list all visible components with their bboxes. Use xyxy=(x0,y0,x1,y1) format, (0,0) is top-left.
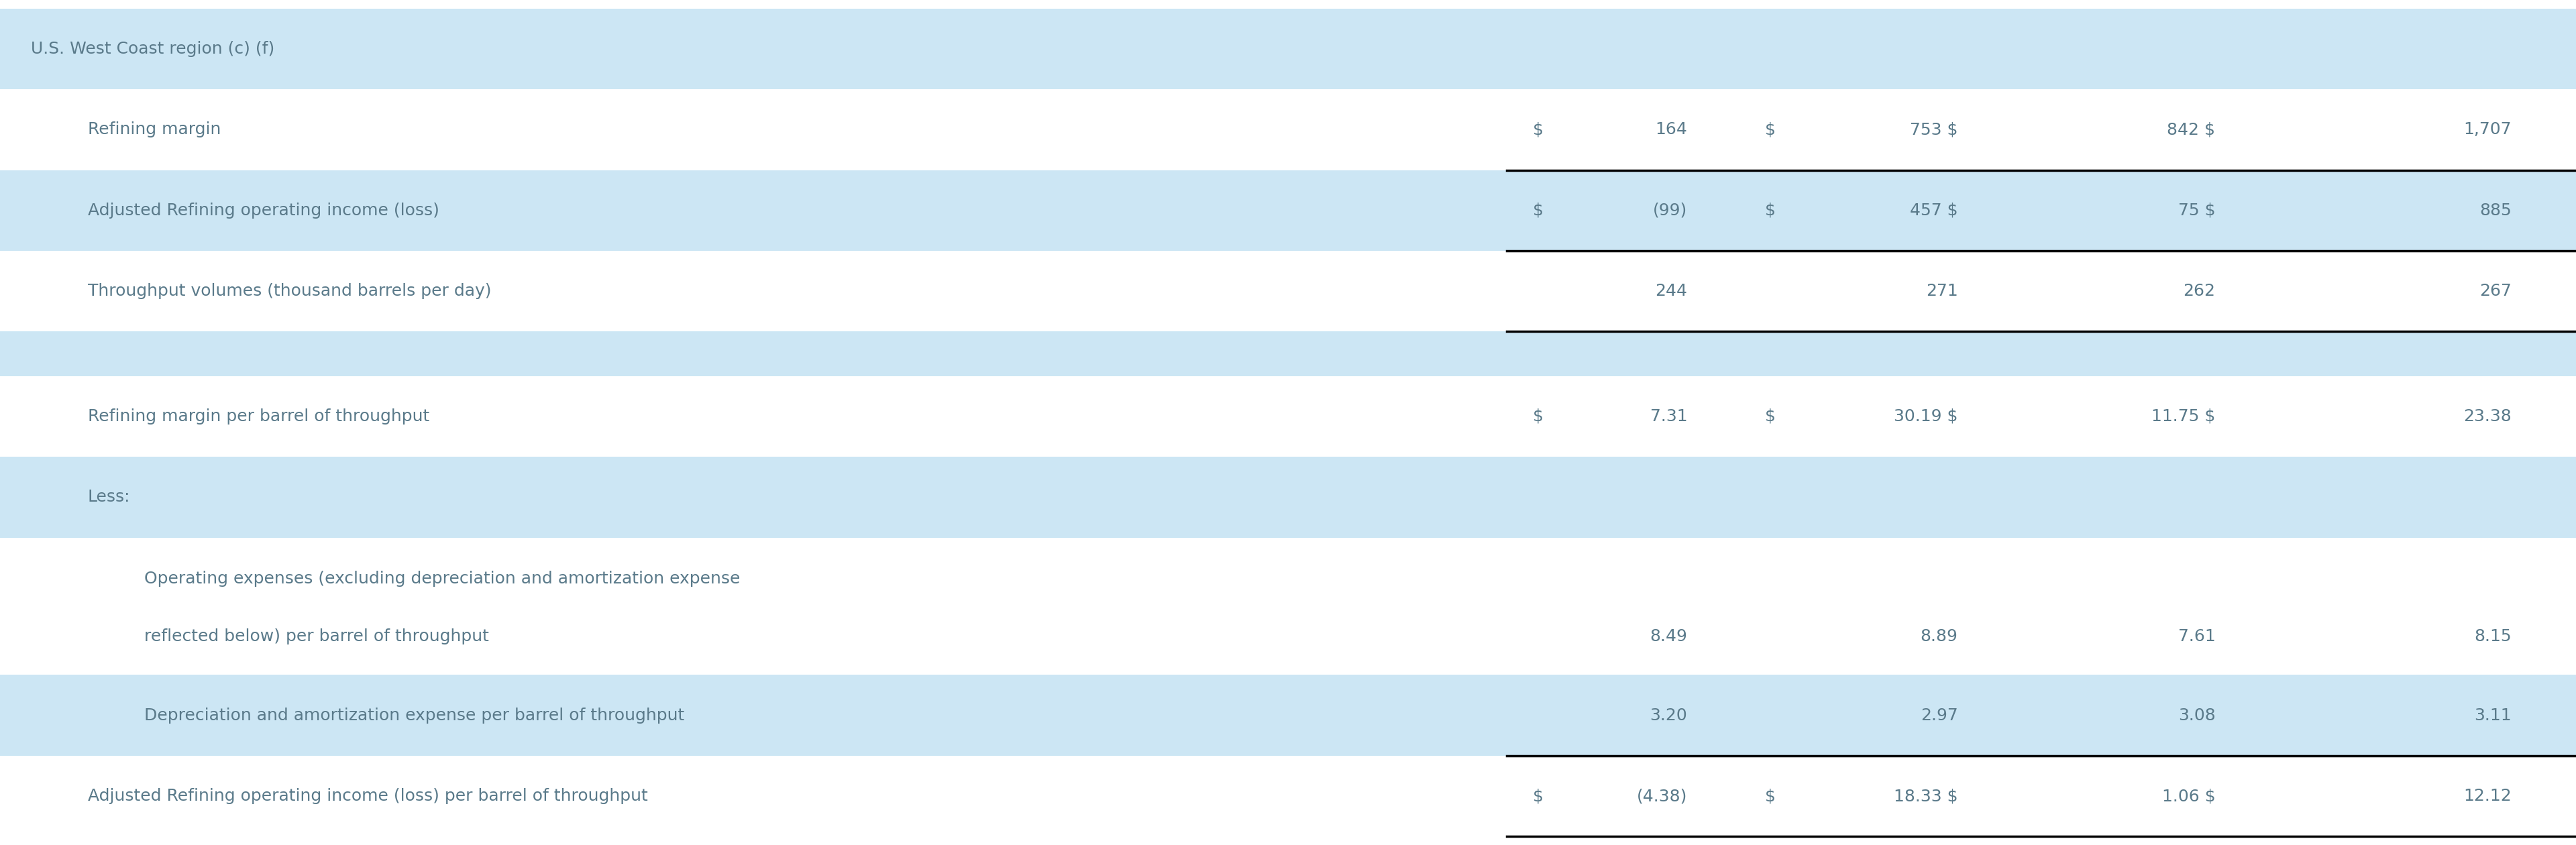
Text: Operating expenses (excluding depreciation and amortization expense: Operating expenses (excluding depreciati… xyxy=(144,570,739,587)
Text: Depreciation and amortization expense per barrel of throughput: Depreciation and amortization expense pe… xyxy=(144,707,685,723)
Text: 3.20: 3.20 xyxy=(1649,707,1687,723)
Text: 3.11: 3.11 xyxy=(2476,707,2512,723)
Text: $: $ xyxy=(1765,203,1775,219)
Text: Adjusted Refining operating income (loss) per barrel of throughput: Adjusted Refining operating income (loss… xyxy=(88,788,647,804)
Text: 267: 267 xyxy=(2481,283,2512,299)
Text: 244: 244 xyxy=(1656,283,1687,299)
Text: Refining margin per barrel of throughput: Refining margin per barrel of throughput xyxy=(88,408,430,424)
Text: reflected below) per barrel of throughput: reflected below) per barrel of throughpu… xyxy=(144,629,489,645)
Bar xyxy=(0,331,2576,376)
Bar xyxy=(0,8,2576,90)
Text: U.S. West Coast region (c) (f): U.S. West Coast region (c) (f) xyxy=(31,41,276,57)
Text: $: $ xyxy=(1533,408,1543,424)
Text: 3.08: 3.08 xyxy=(2177,707,2215,723)
Text: Throughput volumes (thousand barrels per day): Throughput volumes (thousand barrels per… xyxy=(88,283,492,299)
Bar xyxy=(0,755,2576,837)
Bar xyxy=(0,457,2576,537)
Text: (4.38): (4.38) xyxy=(1636,788,1687,804)
Text: $: $ xyxy=(1533,788,1543,804)
Text: 8.89: 8.89 xyxy=(1919,629,1958,645)
Bar xyxy=(0,251,2576,331)
Text: $: $ xyxy=(1533,122,1543,138)
Text: 885: 885 xyxy=(2481,203,2512,219)
Text: 271: 271 xyxy=(1927,283,1958,299)
Text: 2.97: 2.97 xyxy=(1919,707,1958,723)
Text: 164: 164 xyxy=(1656,122,1687,138)
Text: $: $ xyxy=(1533,203,1543,219)
Text: 18.33 $: 18.33 $ xyxy=(1893,788,1958,804)
Text: 8.49: 8.49 xyxy=(1649,629,1687,645)
Text: (99): (99) xyxy=(1654,203,1687,219)
Text: 1,707: 1,707 xyxy=(2463,122,2512,138)
Text: Refining margin: Refining margin xyxy=(88,122,222,138)
Text: 262: 262 xyxy=(2184,283,2215,299)
Text: 753 $: 753 $ xyxy=(1909,122,1958,138)
Text: 457 $: 457 $ xyxy=(1909,203,1958,219)
Bar xyxy=(0,537,2576,675)
Text: Adjusted Refining operating income (loss): Adjusted Refining operating income (loss… xyxy=(88,203,438,219)
Bar xyxy=(0,90,2576,170)
Text: 842 $: 842 $ xyxy=(2166,122,2215,138)
Text: 75 $: 75 $ xyxy=(2179,203,2215,219)
Text: $: $ xyxy=(1765,408,1775,424)
Bar xyxy=(0,675,2576,755)
Text: 1.06 $: 1.06 $ xyxy=(2161,788,2215,804)
Bar xyxy=(0,170,2576,251)
Text: 8.15: 8.15 xyxy=(2476,629,2512,645)
Bar xyxy=(0,376,2576,457)
Text: 30.19 $: 30.19 $ xyxy=(1893,408,1958,424)
Text: 7.31: 7.31 xyxy=(1651,408,1687,424)
Text: 23.38: 23.38 xyxy=(2463,408,2512,424)
Text: 12.12: 12.12 xyxy=(2463,788,2512,804)
Text: $: $ xyxy=(1765,122,1775,138)
Text: Less:: Less: xyxy=(88,489,131,505)
Text: $: $ xyxy=(1765,788,1775,804)
Text: 11.75 $: 11.75 $ xyxy=(2151,408,2215,424)
Text: 7.61: 7.61 xyxy=(2177,629,2215,645)
